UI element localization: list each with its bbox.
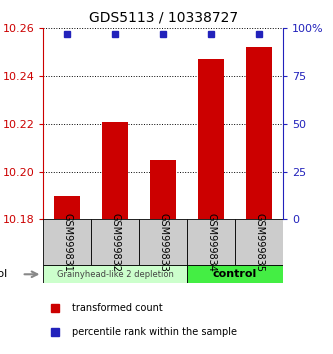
Text: GSM999831: GSM999831 xyxy=(62,213,72,272)
Bar xyxy=(235,219,283,266)
Text: percentile rank within the sample: percentile rank within the sample xyxy=(72,327,237,337)
Text: GSM999833: GSM999833 xyxy=(158,213,168,272)
Text: protocol: protocol xyxy=(0,269,7,279)
Title: GDS5113 / 10338727: GDS5113 / 10338727 xyxy=(89,10,238,24)
Text: Grainyhead-like 2 depletion: Grainyhead-like 2 depletion xyxy=(57,270,173,279)
Bar xyxy=(246,47,272,219)
Bar xyxy=(43,266,187,283)
Bar xyxy=(102,121,129,219)
Bar xyxy=(43,219,91,266)
Bar xyxy=(91,219,139,266)
Text: control: control xyxy=(213,269,257,279)
Text: GSM999835: GSM999835 xyxy=(254,213,264,272)
Bar xyxy=(187,219,235,266)
Bar xyxy=(198,59,224,219)
Text: GSM999832: GSM999832 xyxy=(110,213,120,272)
Text: GSM999834: GSM999834 xyxy=(206,213,216,272)
Bar xyxy=(150,160,176,219)
Bar xyxy=(139,219,187,266)
Bar xyxy=(54,196,81,219)
Text: transformed count: transformed count xyxy=(72,303,163,313)
Bar xyxy=(187,266,283,283)
